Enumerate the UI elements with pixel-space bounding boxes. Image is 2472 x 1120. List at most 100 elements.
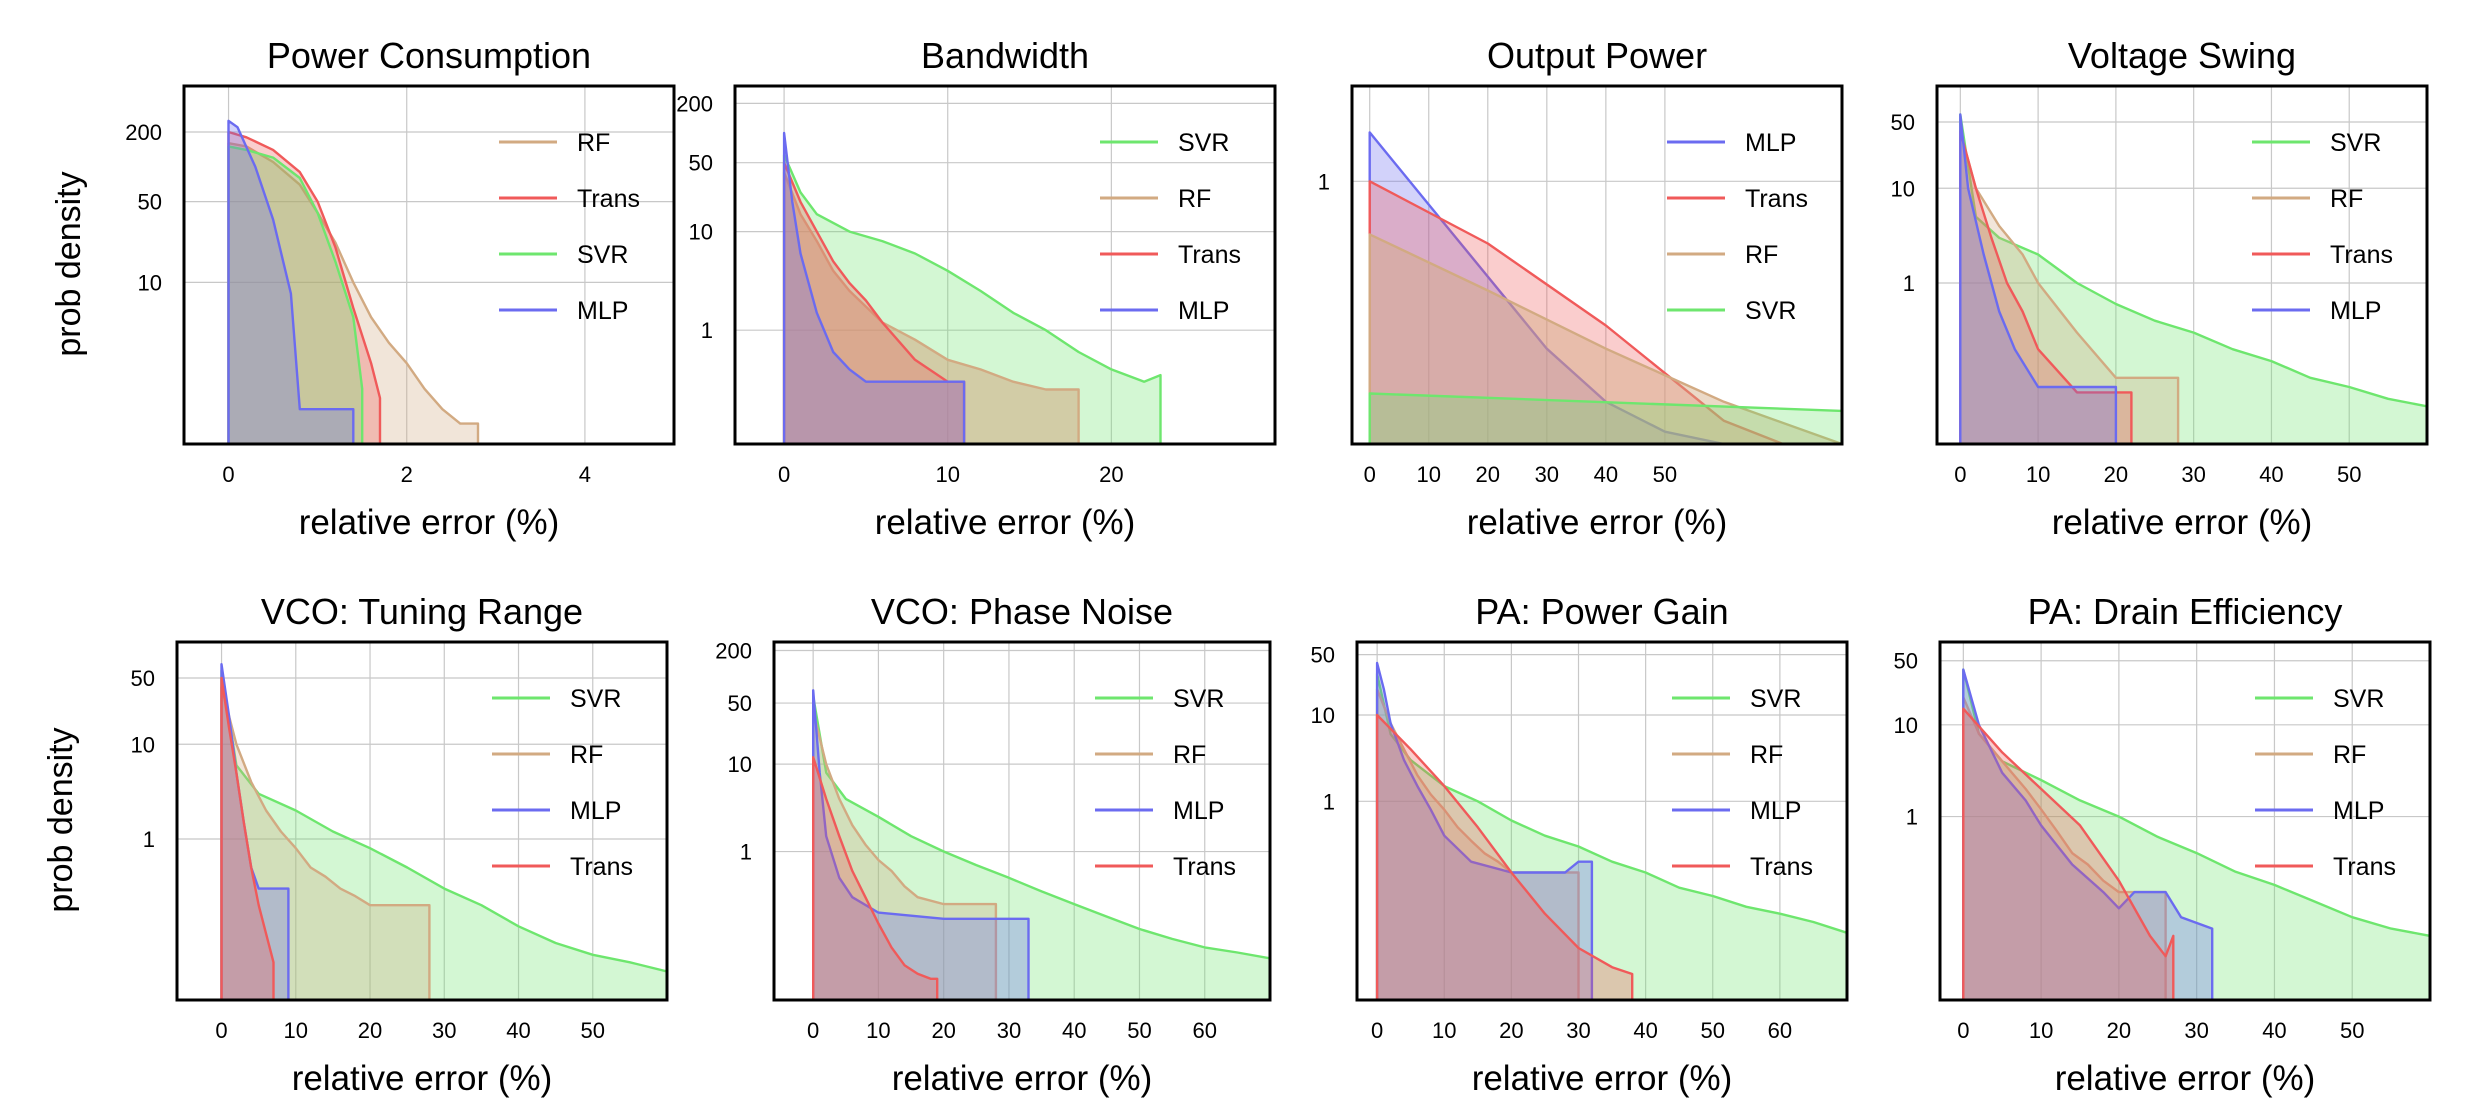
x-tick-label: 30: [1566, 1018, 1590, 1043]
x-tick-label: 40: [2259, 462, 2283, 487]
series-line-svr: [782, 153, 1162, 444]
legend: SVR RF Trans MLP: [2252, 129, 2393, 325]
series-line-mlp: [227, 119, 355, 444]
series-area-trans: [221, 678, 274, 1000]
series-group: [1375, 661, 1847, 1000]
y-tick-label: 50: [689, 151, 713, 176]
series-area-mlp: [221, 664, 289, 1000]
legend-label-svr: SVR: [1173, 685, 1224, 713]
series-group: [227, 119, 480, 444]
x-tick-label: 0: [215, 1018, 227, 1043]
y-tick-label: 10: [131, 732, 155, 757]
x-tick-label: 20: [358, 1018, 382, 1043]
y-tick-label: 50: [1894, 649, 1918, 674]
series-line-rf: [782, 171, 1080, 444]
legend-label-trans: Trans: [1745, 185, 1808, 213]
series-area-mlp: [1369, 132, 1724, 444]
series-area-mlp: [1960, 114, 2116, 444]
series-area-mlp: [1963, 669, 2213, 1000]
x-tick-label: 30: [1535, 462, 1559, 487]
series-line-svr: [227, 145, 364, 444]
chart-title: VCO: Phase Noise: [871, 591, 1173, 632]
plot-frame: [182, 84, 676, 446]
y-tick-label: 50: [1891, 110, 1915, 135]
series-group: [1368, 131, 1842, 444]
series-line-trans: [1962, 707, 2175, 1000]
x-tick-label: 0: [778, 462, 790, 487]
series-area-rf: [1960, 131, 2179, 444]
x-tick-label: 4: [579, 462, 591, 487]
x-tick-label: 50: [1653, 462, 1677, 487]
chart-title: Output Power: [1487, 35, 1707, 76]
x-tick-label: 20: [931, 1018, 955, 1043]
x-tick-label: 10: [935, 462, 959, 487]
x-tick-label: 10: [284, 1018, 308, 1043]
chart-panel-6: VCO: Phase Noise 0 10 20 30 40 50 60 200 50 10 1 rel…: [715, 591, 1272, 1098]
x-tick-label: 50: [2337, 462, 2361, 487]
series-area-trans: [228, 132, 380, 444]
plot-frame: [175, 640, 669, 1002]
x-tick-label: 0: [807, 1018, 819, 1043]
legend-label-rf: RF: [577, 129, 610, 157]
legend-label-trans: Trans: [2330, 241, 2393, 269]
plot-frame: [1350, 84, 1844, 446]
series-line-mlp: [1959, 113, 2118, 444]
legend: SVR RF Trans MLP: [1100, 129, 1241, 325]
series-line-svr: [1959, 113, 2427, 444]
series-line-trans: [220, 676, 275, 1000]
series-line-rf: [1368, 233, 1842, 444]
legend-label-mlp: MLP: [1173, 797, 1224, 825]
plot-frame: [1938, 640, 2432, 1002]
series-area-rf: [813, 711, 996, 1000]
x-tick-label: 40: [2262, 1018, 2286, 1043]
series-area-svr: [813, 696, 1270, 1000]
series-area-svr: [1960, 114, 2427, 444]
chart-title: Bandwidth: [921, 35, 1089, 76]
series-area-svr: [228, 146, 363, 444]
x-tick-label: 10: [1432, 1018, 1456, 1043]
chart-panel-3: Output Power 0 10 20 30 40 50 1 relative error (…: [1318, 35, 1844, 542]
legend-label-mlp: MLP: [2333, 797, 2384, 825]
x-axis-label: relative error (%): [892, 1059, 1153, 1098]
x-tick-label: 10: [2029, 1018, 2053, 1043]
series-area-rf: [1369, 234, 1842, 444]
x-tick-label: 50: [1701, 1018, 1725, 1043]
series-line-svr: [812, 695, 1270, 1000]
series-group: [1962, 668, 2430, 1000]
x-tick-label: 20: [1476, 462, 1500, 487]
x-tick-label: 40: [1594, 462, 1618, 487]
series-area-mlp: [228, 120, 354, 444]
series-line-mlp: [1368, 131, 1725, 444]
legend-label-svr: SVR: [2330, 129, 2381, 157]
y-tick-label: 1: [1903, 271, 1915, 296]
y-tick-label: 200: [715, 638, 752, 663]
legend-label-rf: RF: [1178, 185, 1211, 213]
y-tick-label: 50: [1311, 643, 1335, 668]
legend-label-mlp: MLP: [1178, 297, 1229, 325]
legend-label-rf: RF: [570, 741, 603, 769]
series-group: [782, 131, 1162, 444]
y-tick-label: 1: [143, 827, 155, 852]
legend-label-mlp: MLP: [2330, 297, 2381, 325]
legend-label-rf: RF: [1750, 741, 1783, 769]
legend-label-mlp: MLP: [570, 797, 621, 825]
legend-label-rf: RF: [2333, 741, 2366, 769]
legend-label-mlp: MLP: [1745, 129, 1796, 157]
legend-label-rf: RF: [1745, 241, 1778, 269]
row-2-ylabel: prob density: [42, 727, 80, 912]
series-area-rf: [1963, 697, 2166, 1000]
series-group: [812, 689, 1270, 1000]
x-tick-label: 0: [1957, 1018, 1969, 1043]
legend: SVR RF MLP Trans: [492, 685, 633, 881]
x-tick-label: 10: [2026, 462, 2050, 487]
series-line-rf: [220, 686, 431, 1000]
x-axis-label: relative error (%): [2055, 1059, 2316, 1098]
y-tick-label: 10: [138, 270, 162, 295]
legend-label-mlp: MLP: [1750, 797, 1801, 825]
y-tick-label: 50: [728, 691, 752, 716]
x-tick-label: 2: [401, 462, 413, 487]
series-area-trans: [784, 162, 965, 444]
series-area-trans: [1369, 181, 1783, 444]
series-area-trans: [813, 757, 938, 1000]
